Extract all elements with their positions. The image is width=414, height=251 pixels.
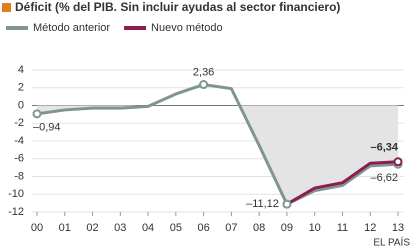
y-tick-label: 0 [18,99,24,111]
marker [32,109,42,119]
x-tick-label: 02 [86,222,98,234]
legend-label: Método anterior [33,22,110,34]
y-tick-label: -10 [8,188,24,200]
marker [199,80,209,90]
x-tick-label: 06 [197,222,209,234]
line [36,83,399,206]
x-tick-label: 05 [170,222,182,234]
x-tick-label: 11 [337,222,348,234]
x-tick-label: 08 [253,222,265,234]
data-label: –6,34 [370,142,398,154]
chart-title: Déficit (% del PIB. Sin incluir ayudas a… [15,0,340,14]
area [37,105,398,205]
title-bullet [2,3,11,12]
y-tick-label: -12 [8,206,24,218]
marker [282,199,292,209]
x-tick-label: 07 [225,222,237,234]
x-tick-label: 03 [114,222,126,234]
data-label: –0,94 [33,122,61,134]
y-tick-label: -2 [14,117,24,129]
x-tick-label: 10 [309,222,321,234]
data-label: –6,62 [370,172,398,184]
data-label: 2,36 [193,66,214,78]
x-tick-label: 00 [31,222,43,234]
x-tick-label: 01 [59,222,71,234]
source: EL PAÍS [373,236,410,249]
y-tick-label: -4 [14,135,24,147]
line [286,160,399,206]
data-label: –11,12 [246,198,279,210]
y-tick-label: -8 [14,170,24,182]
x-tick-label: 04 [142,222,154,234]
legend-label: Nuevo método [151,22,223,34]
y-tick-label: -6 [14,153,24,165]
marker [393,157,403,167]
y-tick-label: 4 [18,64,24,76]
x-tick-label: 09 [281,222,293,234]
y-tick-label: 2 [18,82,24,94]
x-tick-label: 13 [392,222,404,234]
x-tick-label: 12 [364,222,376,234]
